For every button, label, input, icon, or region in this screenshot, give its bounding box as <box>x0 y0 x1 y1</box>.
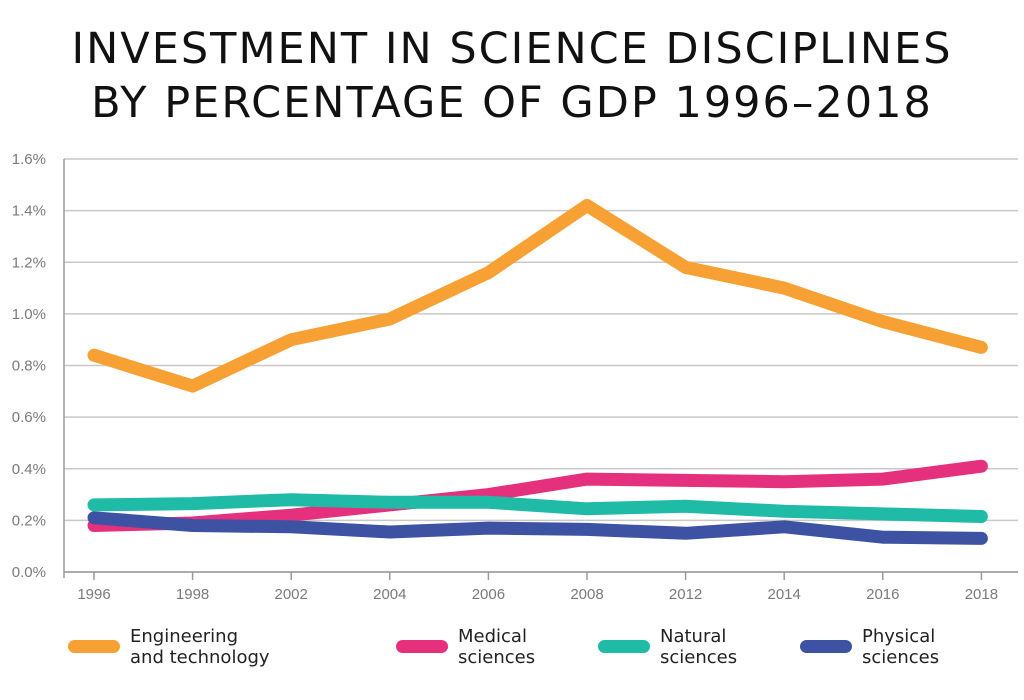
series-line-engineering <box>87 199 988 393</box>
legend-item-medical: Medical sciences <box>396 626 535 668</box>
legend-swatch <box>800 640 852 653</box>
x-tick-label: 2004 <box>373 586 406 603</box>
series-line-physical <box>87 511 988 545</box>
chart-title-line-1: INVESTMENT IN SCIENCE DISCIPLINES <box>71 24 953 74</box>
legend-item-engineering: Engineering and technology <box>68 626 270 668</box>
legend-label: Physical sciences <box>862 626 940 668</box>
chart-title-line-2: BY PERCENTAGE OF GDP 1996–2018 <box>91 78 933 128</box>
legend-label: Engineering and technology <box>130 626 270 668</box>
y-tick-label: 0.8% <box>12 358 46 375</box>
x-tick-label: 2016 <box>866 586 899 603</box>
y-tick-label: 1.6% <box>12 151 46 168</box>
legend-label: Natural sciences <box>660 626 738 668</box>
legend-swatch <box>68 640 120 653</box>
y-tick-label: 1.2% <box>12 254 46 271</box>
chart-title: INVESTMENT IN SCIENCE DISCIPLINES BY PER… <box>0 22 1024 130</box>
y-tick-label: 0.6% <box>12 409 46 426</box>
chart-legend: Engineering and technology Medical scienc… <box>0 626 1024 686</box>
x-tick-label: 2014 <box>768 586 801 603</box>
series-line-natural <box>87 493 988 523</box>
legend-swatch <box>396 640 448 653</box>
x-tick-label: 1996 <box>77 586 110 603</box>
x-tick-label: 2018 <box>965 586 998 603</box>
line-chart: 0.0% 0.2% 0.4% 0.6% 0.8% 1.0% 1.2% 1.4% 1.6% 1996… <box>12 151 1018 603</box>
y-tick-label: 0.2% <box>12 512 46 529</box>
x-tick-label: 2002 <box>275 586 308 603</box>
y-tick-label: 0.4% <box>12 461 46 478</box>
x-tick-label: 1998 <box>176 586 209 603</box>
series-line-medical <box>87 459 988 532</box>
x-tick-label: 2008 <box>570 586 603 603</box>
legend-item-physical: Physical sciences <box>800 626 939 668</box>
x-tick-label: 2012 <box>669 586 702 603</box>
x-tick-label: 2006 <box>472 586 505 603</box>
y-tick-label: 1.4% <box>12 203 46 220</box>
y-tick-label: 1.0% <box>12 306 46 323</box>
legend-label: Medical sciences <box>458 626 536 668</box>
legend-item-natural: Natural sciences <box>598 626 737 668</box>
legend-swatch <box>598 640 650 653</box>
y-tick-label: 0.0% <box>12 564 46 581</box>
